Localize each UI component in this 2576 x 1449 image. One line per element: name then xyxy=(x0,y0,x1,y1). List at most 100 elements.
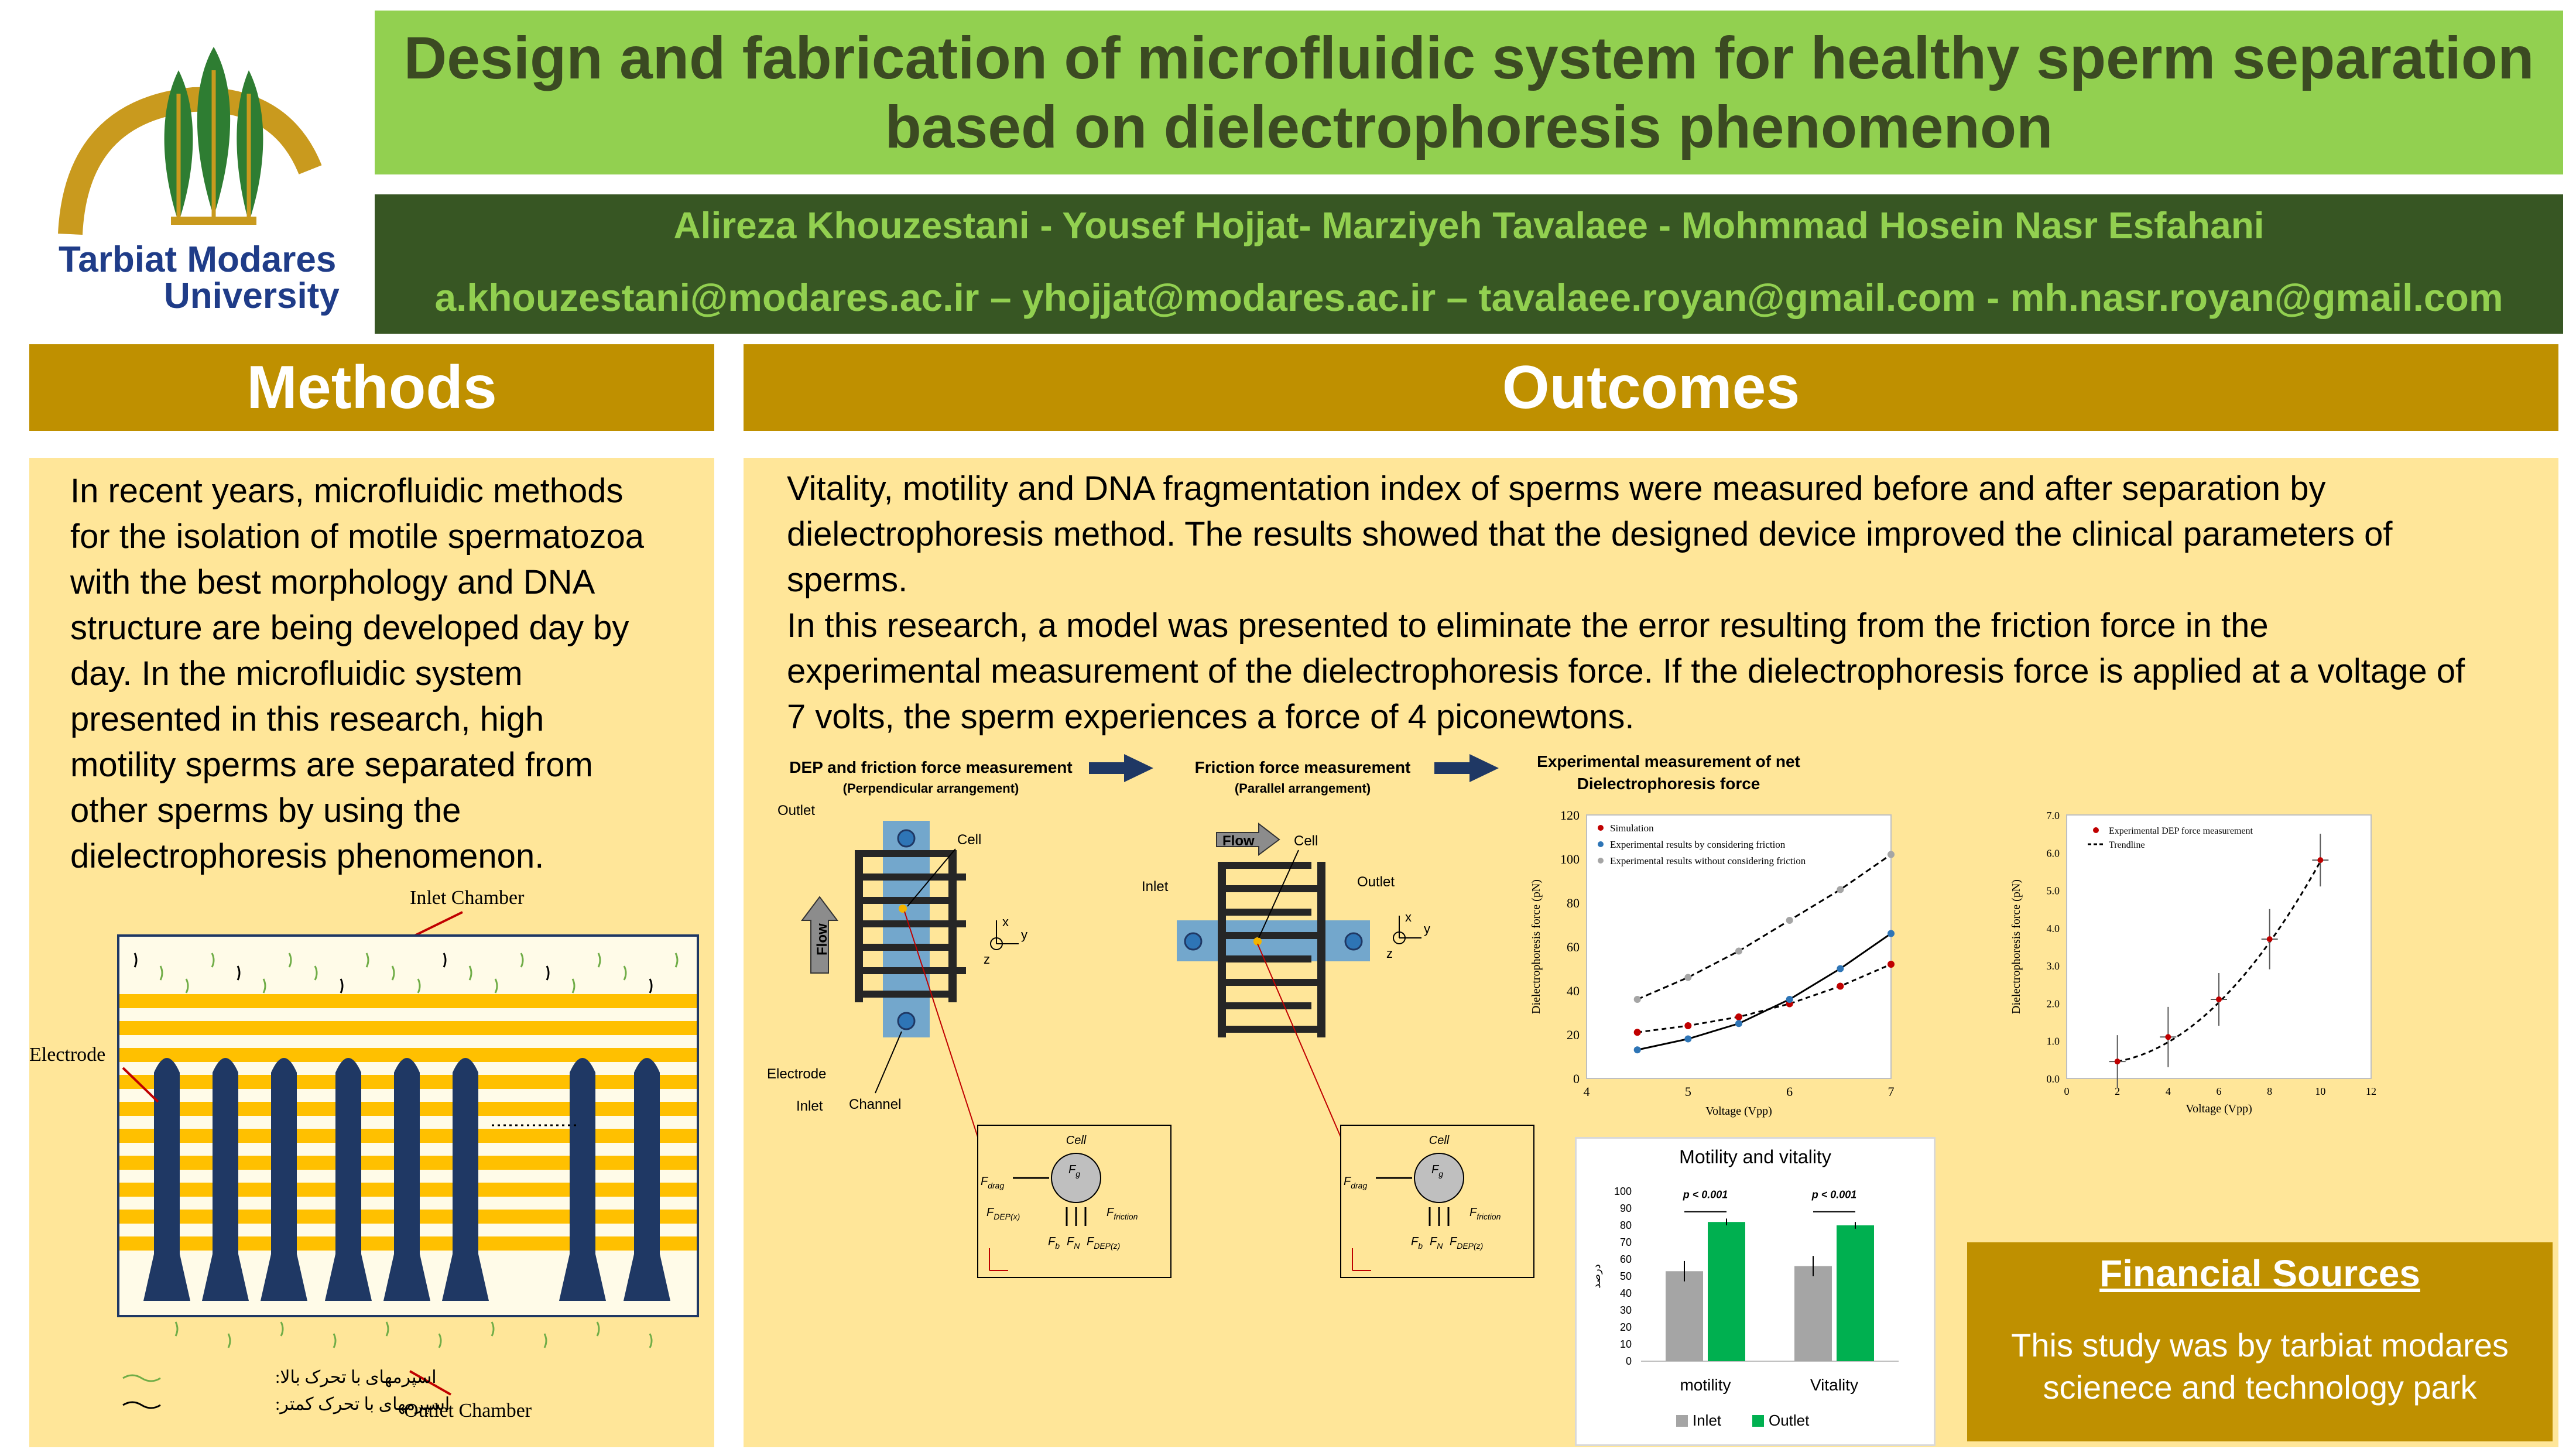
fbd-fdepx-sub: DEP(x) xyxy=(994,1212,1020,1221)
chart3-category-label: Vitality xyxy=(1810,1376,1858,1394)
chart1-point xyxy=(1735,1013,1742,1020)
chart3-ytick: 40 xyxy=(1620,1287,1632,1299)
chart2-ytick: 3.0 xyxy=(2047,960,2060,972)
chart1-legend-marker xyxy=(1598,858,1604,864)
chart1-ytick: 120 xyxy=(1560,808,1580,823)
step-arrow-2 xyxy=(1434,754,1499,782)
sperm-cell xyxy=(443,953,447,968)
chart1-title-line2: Dielectrophoresis force xyxy=(1577,775,1760,793)
fbd-fg-2: F xyxy=(1431,1163,1440,1176)
outcomes-line: dielectrophoresis method. The results sh… xyxy=(787,515,2393,553)
low-motility-sperm-icon xyxy=(122,1401,161,1409)
chart1-ytick: 20 xyxy=(1567,1027,1580,1042)
svg-text:Ffriction: Ffriction xyxy=(1469,1206,1501,1221)
sperm-cell xyxy=(133,953,138,968)
financial-line2: scienece and technology park xyxy=(2043,1369,2477,1406)
chart2-xtick: 6 xyxy=(2217,1085,2222,1097)
fbd-cell-label: Cell xyxy=(1066,1134,1087,1147)
methods-panel: In recent years, microfluidic methods fo… xyxy=(29,458,714,1447)
chart1-point xyxy=(1633,996,1641,1003)
logo-text-line1: Tarbiat Modares xyxy=(59,239,337,280)
chart1-point xyxy=(1684,1035,1692,1043)
sperm-cell xyxy=(649,978,653,994)
sperm-cell xyxy=(365,953,369,968)
title-banner: Design and fabrication of microfluidic s… xyxy=(375,11,2563,174)
svg-text:FDEP(z): FDEP(z) xyxy=(1450,1235,1483,1251)
chart2-ytick: 4.0 xyxy=(2047,923,2060,934)
chart2-ylabel: Dielectrophoresis force (pN) xyxy=(2010,879,2023,1014)
outlet-chamber-label: Outlet Chamber xyxy=(404,1400,532,1421)
flow-label-horizontal: Flow xyxy=(1222,833,1255,849)
motility-vitality-card: Motility and vitality 0 10 20 30 40 50 60 70 80 90… xyxy=(1575,1137,1936,1446)
channel-label: Channel xyxy=(849,1097,901,1112)
outlet-label: Outlet xyxy=(777,803,815,818)
electrode-stripe xyxy=(119,994,697,1008)
electrode-pillar xyxy=(624,1058,670,1301)
svg-text:Fb: Fb xyxy=(1411,1235,1423,1251)
outcomes-line: sperms. xyxy=(787,561,908,599)
chart2-xtick: 8 xyxy=(2267,1085,2272,1097)
chart1-point xyxy=(1633,1029,1641,1036)
sperm-cell xyxy=(494,978,498,994)
authors-banner: Alireza Khouzestani - Yousef Hojjat- Mar… xyxy=(375,194,2563,334)
chart1-series-line xyxy=(1637,933,1892,1051)
sperm-cell xyxy=(597,953,601,968)
chart1-legend-label: Experimental results by considering fric… xyxy=(1610,839,1786,850)
methods-line: In recent years, microfluidic methods xyxy=(70,472,624,510)
sperm-cell xyxy=(211,953,215,968)
sperm-cell xyxy=(262,978,266,994)
chart2-xtick: 2 xyxy=(2115,1085,2120,1097)
fbd-fdrag-sub-2: drag xyxy=(1351,1181,1367,1190)
step2-subtitle: (Parallel arrangement) xyxy=(1235,781,1371,796)
fbd-ffric-sub: friction xyxy=(1114,1212,1138,1221)
chart1-ytick: 40 xyxy=(1567,984,1580,998)
chart2-point xyxy=(2216,996,2222,1002)
chart3-ytick: 10 xyxy=(1620,1338,1632,1350)
fbd-fdrag: F xyxy=(981,1175,989,1188)
chart2-point xyxy=(2317,857,2324,864)
svg-text:FN: FN xyxy=(1067,1235,1080,1251)
fbd-fdepz: F xyxy=(1087,1235,1095,1248)
chart2-ytick: 7.0 xyxy=(2047,810,2060,821)
sperm-cell xyxy=(520,953,524,968)
axis-x: x xyxy=(1002,914,1009,929)
chart3-ytick: 20 xyxy=(1620,1321,1632,1333)
chart1-title-line1: Experimental measurement of net xyxy=(1537,752,1800,770)
sperm-cell xyxy=(288,953,292,968)
title-line-2: based on dielectrophoresis phenomenon xyxy=(885,94,2053,160)
outlet-label-2: Outlet xyxy=(1357,874,1395,890)
sperm-cell xyxy=(649,1333,653,1348)
cell-label: Cell xyxy=(957,832,981,848)
chart1-ytick: 80 xyxy=(1567,896,1580,910)
fbd-fb: F xyxy=(1048,1235,1056,1248)
chart2-xlabel: Voltage (Vpp) xyxy=(2186,1102,2252,1115)
inlet-chamber-label: Inlet Chamber xyxy=(410,887,525,909)
chart1-ytick: 0 xyxy=(1573,1071,1580,1086)
chart1-point xyxy=(1837,886,1844,893)
svg-text:FDEP(x): FDEP(x) xyxy=(986,1206,1020,1221)
chart1-ytick: 100 xyxy=(1560,852,1580,866)
logo-emblem xyxy=(58,47,322,235)
chart3-legend-swatch xyxy=(1676,1415,1688,1427)
chart1-legend-label: Simulation xyxy=(1610,823,1654,834)
chart1-xtick: 6 xyxy=(1786,1084,1793,1099)
chart1-point xyxy=(1633,1046,1641,1054)
sperm-cell xyxy=(174,1321,179,1337)
outcomes-line: Vitality, motility and DNA fragmentation… xyxy=(787,470,2326,508)
methods-line: dielectrophoresis phenomenon. xyxy=(70,837,544,875)
fbd-fdrag-sub: drag xyxy=(988,1181,1004,1190)
legend-high-motility: اسپرمهای با تحرک بالا: xyxy=(275,1368,437,1388)
author-emails: a.khouzestani@modares.ac.ir – yhojjat@mo… xyxy=(434,276,2503,319)
axis-y-2: y xyxy=(1424,922,1430,936)
fbd-cell-label-2: Cell xyxy=(1429,1134,1450,1147)
step1-title: DEP and friction force measurement xyxy=(789,758,1072,776)
chart2-point xyxy=(2266,936,2273,943)
dep-force-trend-chart: 0.0 1.0 2.0 3.0 4.0 5.0 6.0 7.0 0 2 4 6 8 10 12 Voltage… xyxy=(2010,810,2376,1115)
chart1-title: Experimental measurement of net Dielectr… xyxy=(1522,751,1815,795)
motility-vitality-bar-chart: Motility and vitality 0 10 20 30 40 50 60 70 80 90… xyxy=(1591,1146,1899,1429)
chart2-legend-label: Trendline xyxy=(2109,840,2145,850)
electrode-pillar xyxy=(143,1058,190,1301)
fbd-fg-sub: g xyxy=(1075,1169,1080,1179)
chart3-bar xyxy=(1666,1271,1703,1361)
svg-text:Fdrag: Fdrag xyxy=(1344,1175,1367,1190)
